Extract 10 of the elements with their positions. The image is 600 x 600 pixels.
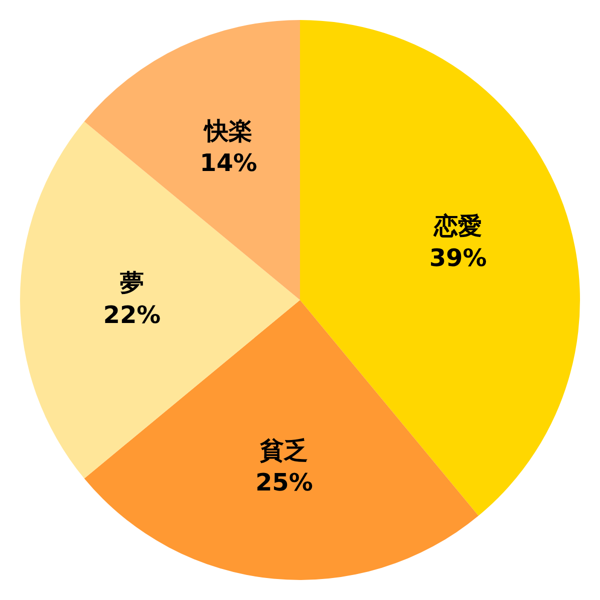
slice-label: 貧乏 [259,436,308,464]
slice-label: 夢 [120,269,144,297]
data-label: 14% [200,148,258,177]
data-label: 22% [103,301,161,329]
slice-label: 快楽 [202,116,252,145]
data-label: 25% [255,468,313,496]
pie-slice [84,300,478,580]
slice-label: 恋愛 [433,212,482,240]
data-label: 39% [429,244,487,272]
pie-slice [84,20,300,300]
